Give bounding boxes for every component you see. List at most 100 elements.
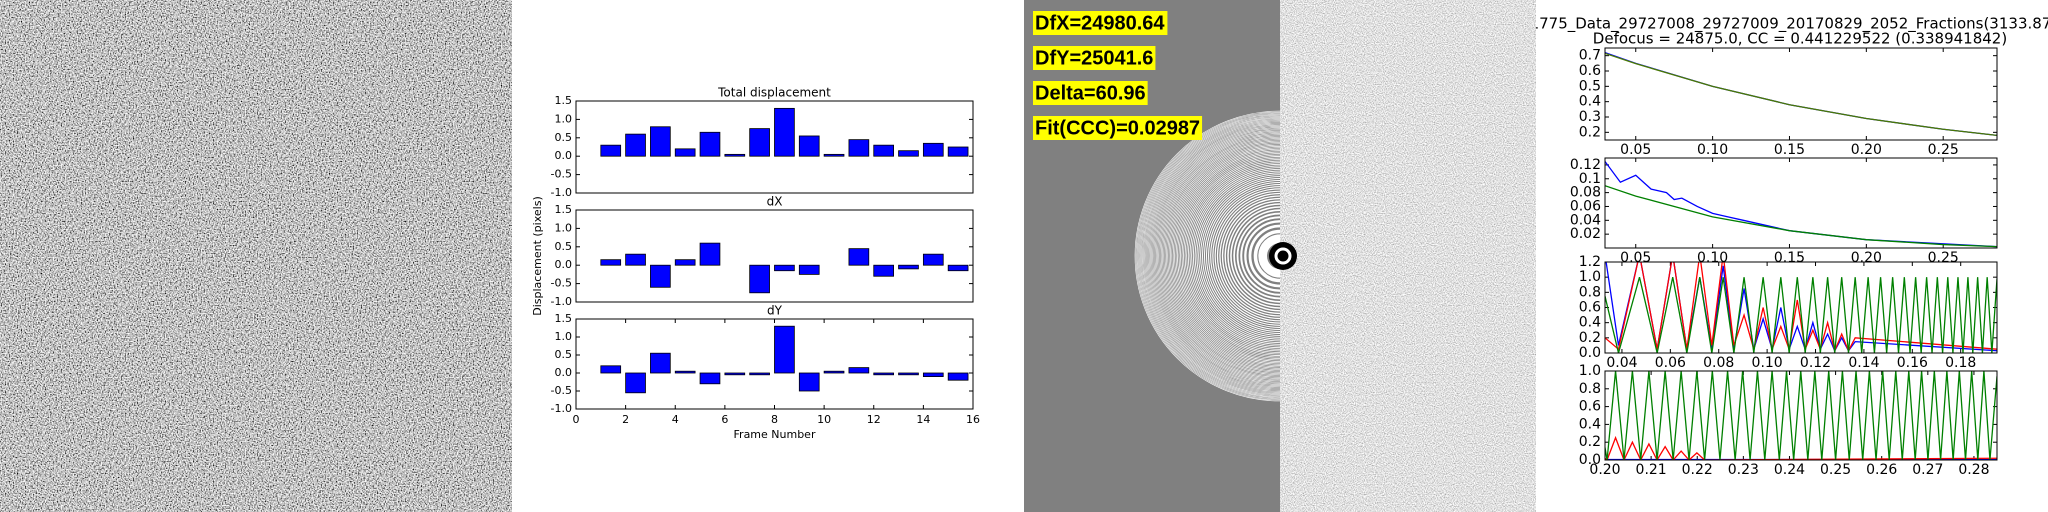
bar: [625, 133, 646, 157]
ring: [1192, 168, 1280, 344]
y-tick-label: 1.5: [555, 203, 573, 216]
y-tick-label: 0.12: [1570, 157, 1601, 173]
series-line: [1605, 52, 1997, 137]
ring: [1181, 157, 1280, 355]
ring: [1175, 151, 1280, 361]
series-line: [1605, 185, 1997, 248]
bar: [724, 372, 746, 376]
y-tick-label: 0.4: [1579, 416, 1601, 432]
ring: [1203, 179, 1280, 333]
ring: [1155, 131, 1280, 381]
bar: [600, 259, 622, 266]
plot-frame: [1604, 370, 1998, 461]
bar: [848, 248, 870, 266]
y-tick-label: 0.7: [1579, 48, 1601, 64]
x-tick-label: 0.08: [1703, 355, 1734, 371]
y-tick-label: 0.2: [1579, 124, 1601, 140]
ring: [1236, 212, 1280, 300]
ring: [1216, 192, 1280, 320]
chart: dX Displacement (pixels) -1.0 -0.5 0.0 0.5 1.0…: [531, 195, 974, 316]
marks: [600, 107, 969, 157]
bar: [699, 372, 721, 385]
series-line: [1605, 435, 1997, 460]
ring: [1208, 184, 1280, 328]
x-tick-label: 0.27: [1912, 462, 1943, 478]
y-tick-label: 0.0: [1579, 452, 1601, 468]
ring: [1172, 148, 1280, 364]
x-tick-label: 4: [672, 413, 679, 426]
y-tick-label: 1.0: [1579, 363, 1601, 379]
ring: [1224, 200, 1280, 312]
bar: [774, 264, 795, 272]
y-tick-label: 0.6: [1579, 399, 1601, 415]
ring: [1141, 117, 1280, 395]
ring: [1142, 118, 1280, 394]
ctf-plots: 1775_Data_29727008_29727009_20170829_205…: [1530, 15, 2048, 479]
chart: Total displacement -1.0 -0.5 0.0 0.5 1.0 1.5: [551, 86, 974, 199]
x-tick-label: 0.04: [1606, 355, 1637, 371]
x-tick-label: 0.24: [1774, 462, 1805, 478]
y-tick-label: -0.5: [551, 384, 572, 397]
ring: [1210, 186, 1280, 326]
y-tick-label: 0.5: [555, 240, 573, 253]
ring: [1248, 224, 1280, 288]
ring: [1187, 163, 1280, 349]
label-box: [1033, 81, 1148, 105]
ring: [1159, 135, 1280, 377]
marks: [1605, 51, 1997, 137]
bar: [947, 146, 969, 157]
x-tick-label: 0.05: [1620, 142, 1651, 158]
ring: [1191, 167, 1280, 345]
ring: [1194, 170, 1280, 342]
plots: Total displacement-1.0-0.50.00.51.01.5dX…: [531, 86, 980, 442]
ring: [1134, 110, 1280, 402]
y-tick-label: -1.0: [551, 402, 572, 415]
power-spectrum-half: [1280, 0, 1536, 512]
label-box: [1033, 116, 1203, 140]
label-box: [1033, 46, 1156, 70]
bar: [674, 259, 696, 266]
plot-frame: [1604, 261, 1998, 354]
y-tick-label: 1.5: [555, 94, 573, 107]
bar: [749, 372, 770, 376]
plot-frame: [575, 318, 974, 410]
y-tick-label: 1.0: [1579, 269, 1601, 285]
chart: 0.0 0.2 0.40.6 0.8 1.0 0.20 0.21 0.22 0.23 0.24 0.…: [1579, 363, 1998, 478]
chart: 1775_Data_29727008_29727009_20170829_205…: [1530, 15, 2048, 159]
ring: [1163, 139, 1280, 373]
bar: [650, 352, 671, 374]
y-tick-label: 1.2: [1579, 254, 1601, 270]
plot-frame: [575, 100, 974, 194]
series-line: [1605, 371, 1997, 460]
x-tick-label: 0.06: [1655, 355, 1686, 371]
ring: [1157, 133, 1280, 379]
y-tick-label: 0.02: [1570, 226, 1601, 242]
ring: [1167, 143, 1280, 369]
x-tick-label: 0.18: [1945, 355, 1976, 371]
bar: [798, 372, 820, 392]
x-tick-label: 14: [916, 413, 930, 426]
ring: [1168, 144, 1280, 368]
y-tick-label: 1.5: [555, 312, 573, 325]
chart-title: dY: [767, 304, 783, 318]
ring: [1171, 147, 1280, 365]
x-tick-label: 0.12: [1800, 355, 1831, 371]
bar: [749, 128, 770, 157]
ring: [1244, 220, 1280, 292]
x-tick-label: 0.10: [1752, 355, 1783, 371]
y-tick-label: 0.08: [1570, 185, 1601, 201]
bar: [749, 264, 770, 294]
ring: [1200, 176, 1280, 336]
y-tick-label: 0.5: [555, 131, 573, 144]
ring: [1240, 216, 1280, 296]
chart-title: 1775_Data_29727008_29727009_20170829_205…: [1530, 15, 2048, 34]
y-tick-label: 0.6: [1579, 300, 1601, 316]
series-line: [1605, 276, 1997, 353]
ring: [1174, 150, 1280, 362]
bar: [774, 325, 795, 374]
x-tick-label: 0.20: [1851, 142, 1882, 158]
ring: [1154, 130, 1280, 382]
ring: [1152, 128, 1280, 384]
ctf-label: DfX=24980.64: [1035, 12, 1165, 34]
